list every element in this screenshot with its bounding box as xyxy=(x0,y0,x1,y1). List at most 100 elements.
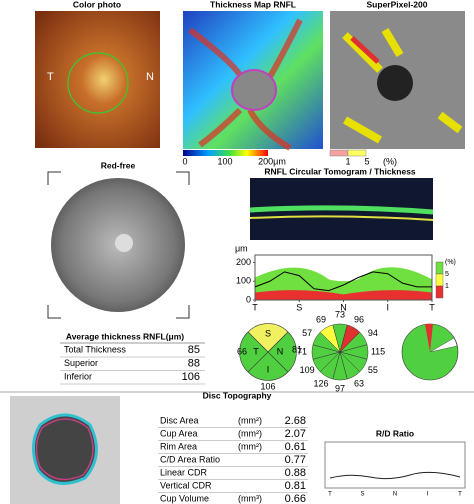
row-label: Vertical CDR xyxy=(160,480,212,490)
row-value: 85 xyxy=(188,344,200,356)
legend-label: (%) xyxy=(445,259,456,266)
quadrant-chart xyxy=(239,323,297,381)
clock-value: 71 xyxy=(297,346,307,356)
deviation-yellow xyxy=(342,27,463,144)
row-label: Superior xyxy=(64,358,98,368)
x-tick-label: S xyxy=(296,302,302,312)
y-tick-label: 100 xyxy=(236,276,251,286)
axis-label: T xyxy=(328,492,332,498)
row-value: 88 xyxy=(188,357,200,369)
clock-sector xyxy=(319,324,341,353)
row-unit: (mm²) xyxy=(238,428,262,438)
row-unit: (mm³) xyxy=(238,493,262,503)
disc xyxy=(115,234,133,252)
axis-label: N xyxy=(393,492,397,498)
row-value: 2.07 xyxy=(285,428,306,440)
panel-title: Color photo xyxy=(73,0,121,9)
clock-value: 109 xyxy=(300,365,315,375)
disc xyxy=(231,69,277,111)
scale-label: (%) xyxy=(383,156,397,166)
clock-chart: 73 96 94 115 55 63 97 126 109 71 57 69 xyxy=(297,309,385,393)
clock-value: 96 xyxy=(354,314,364,324)
x-tick-label: T xyxy=(429,302,435,312)
row-value: 0.77 xyxy=(285,454,306,466)
scan-circle xyxy=(67,52,129,114)
row-label: Cup Area xyxy=(160,428,198,438)
color-photo xyxy=(35,11,160,148)
nasal-label: N xyxy=(146,71,154,83)
panel-title: SuperPixel-200 xyxy=(367,0,428,9)
y-axis-label: μm xyxy=(235,243,248,253)
panel-title: Red-free xyxy=(101,160,136,170)
scale-label: 1 xyxy=(345,156,350,166)
legend-label: 5 xyxy=(445,271,449,278)
disc-table: Disc Area (mm²) 2.68 Cup Area (mm²) 2.07 Rim A… xyxy=(158,415,308,504)
row-value: 2.68 xyxy=(285,415,306,427)
legend-swatch xyxy=(435,261,444,275)
disc-outline xyxy=(32,413,98,485)
rnfl-band xyxy=(249,205,434,215)
clock-value: 63 xyxy=(354,378,364,388)
deviation-red xyxy=(350,36,380,64)
clock-value: 57 xyxy=(302,328,312,338)
row-value: 0.88 xyxy=(285,467,306,479)
temporal-label: T xyxy=(47,71,54,83)
rpe-band xyxy=(249,215,434,221)
y-tick-label: 200 xyxy=(236,257,251,267)
clock-value: 97 xyxy=(335,383,345,393)
sector-chart xyxy=(401,323,459,381)
legend-swatch xyxy=(435,285,444,299)
clock-value: 55 xyxy=(368,365,378,375)
frame xyxy=(47,171,190,319)
thickness-chart: 0 100 200 T S N I Tμm (%) 5 1 xyxy=(235,243,456,312)
cup-outline xyxy=(35,418,94,481)
row-label: Linear CDR xyxy=(160,467,208,477)
quadrant-letter: T xyxy=(253,346,259,356)
quadrant-letter: N xyxy=(277,346,284,356)
table-title: Average thickness RNFL(μm) xyxy=(66,331,184,341)
thickness-line xyxy=(254,271,432,292)
scale-label: 200μm xyxy=(258,156,286,166)
row-label: Disc Area xyxy=(160,415,199,425)
panel-title: RNFL Circular Tomogram / Thickness xyxy=(264,166,416,176)
axis-label: I xyxy=(427,492,429,498)
clock-value: 115 xyxy=(371,346,385,356)
row-value: 0.81 xyxy=(285,480,306,492)
scale-label: 100 xyxy=(217,156,232,166)
clock-value: 94 xyxy=(368,328,378,338)
row-label: Rim Area xyxy=(160,441,197,451)
quadrant-value: 66 xyxy=(237,346,247,356)
disc xyxy=(377,65,413,101)
row-value: 0.61 xyxy=(285,441,306,453)
section-title: Disc Topography xyxy=(203,390,272,400)
clock-value: 73 xyxy=(335,309,345,319)
row-label: Inferior xyxy=(64,371,92,381)
quadrant-letter: I xyxy=(267,364,270,374)
row-unit: (mm²) xyxy=(238,441,262,451)
rd-frame xyxy=(324,441,466,489)
row-label: C/D Area Ratio xyxy=(160,454,220,464)
panel-title: Thickness Map RNFL xyxy=(210,0,296,9)
color-scale xyxy=(183,150,268,156)
y-tick-label: 0 xyxy=(246,294,251,304)
low-band xyxy=(255,290,432,300)
legend-yellow xyxy=(347,149,367,157)
quadrant-value: 81 xyxy=(292,344,302,354)
legend-label: 1 xyxy=(445,283,449,290)
legend-swatch xyxy=(435,273,444,287)
row-unit: (mm²) xyxy=(238,415,262,425)
x-tick-label: N xyxy=(340,302,347,312)
scale-label: 0 xyxy=(182,156,187,166)
axis-label: S xyxy=(360,492,364,498)
thick-region xyxy=(188,18,303,151)
chart-title: R/D Ratio xyxy=(376,428,414,438)
row-value: 0.66 xyxy=(285,493,306,504)
quadrant-letter: S xyxy=(265,328,271,338)
x-tick-label: I xyxy=(386,302,389,312)
rd-curve xyxy=(329,471,461,480)
scale-label: 5 xyxy=(364,156,369,166)
x-tick-label: T xyxy=(252,302,258,312)
clock-value: 126 xyxy=(313,378,328,388)
